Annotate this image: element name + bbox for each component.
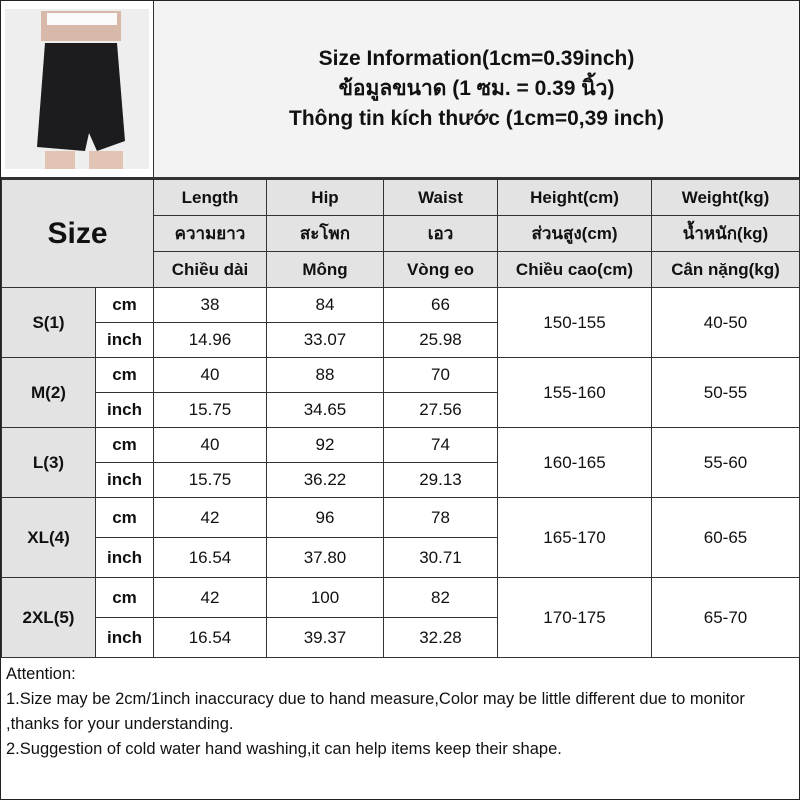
measurement-cell: 100 xyxy=(266,577,384,618)
measurement-cell: 36.22 xyxy=(266,462,384,498)
col-header-en: Weight(kg) xyxy=(651,179,800,216)
measurement-cell: 92 xyxy=(266,427,384,463)
height-range: 150-155 xyxy=(497,287,652,358)
measurement-cell: 40 xyxy=(153,357,267,393)
col-header-th: ส่วนสูง(cm) xyxy=(497,215,652,252)
unit-label: inch xyxy=(95,617,154,658)
unit-label: cm xyxy=(95,287,154,323)
weight-range: 50-55 xyxy=(651,357,800,428)
height-range: 170-175 xyxy=(497,577,652,658)
unit-label: inch xyxy=(95,462,154,498)
product-photo xyxy=(1,1,154,177)
measurement-cell: 29.13 xyxy=(383,462,498,498)
col-header-en: Waist xyxy=(383,179,498,216)
measurement-cell: 25.98 xyxy=(383,322,498,358)
measurement-cell: 16.54 xyxy=(153,617,267,658)
table-row: 2XL(5) cm 42 100 82 170-175 65-70 xyxy=(1,577,800,658)
table-row: XL(4) cm 42 96 78 165-170 60-65 xyxy=(1,497,800,578)
measurement-cell: 78 xyxy=(383,497,498,538)
measurement-cell: 66 xyxy=(383,287,498,323)
measurement-cell: 70 xyxy=(383,357,498,393)
col-header-th: สะโพก xyxy=(266,215,384,252)
weight-range: 65-70 xyxy=(651,577,800,658)
unit-label: cm xyxy=(95,497,154,538)
weight-range: 60-65 xyxy=(651,497,800,578)
measurement-cell: 40 xyxy=(153,427,267,463)
col-header-vi: Chiều dài xyxy=(153,251,267,288)
measurement-cell: 15.75 xyxy=(153,462,267,498)
unit-label: cm xyxy=(95,427,154,463)
col-header-vi: Cân nặng(kg) xyxy=(651,251,800,288)
measurement-cell: 15.75 xyxy=(153,392,267,428)
col-header-vi: Vòng eo xyxy=(383,251,498,288)
weight-range: 40-50 xyxy=(651,287,800,358)
measurement-cell: 84 xyxy=(266,287,384,323)
size-label: XL(4) xyxy=(1,497,96,578)
attention-note-1: 1.Size may be 2cm/1inch inaccuracy due t… xyxy=(6,690,745,733)
table-row: S(1) cm 38 84 66 150-155 40-50 xyxy=(1,287,800,358)
unit-label: inch xyxy=(95,322,154,358)
size-label: 2XL(5) xyxy=(1,577,96,658)
title-vietnamese: Thông tin kích thước (1cm=0,39 inch) xyxy=(289,107,664,130)
size-label: S(1) xyxy=(1,287,96,358)
measurement-cell: 37.80 xyxy=(266,537,384,578)
attention-notes: Attention: 1.Size may be 2cm/1inch inacc… xyxy=(1,658,799,776)
measurement-cell: 27.56 xyxy=(383,392,498,428)
attention-note-2: 2.Suggestion of cold water hand washing,… xyxy=(6,740,562,758)
title-block: Size Information(1cm=0.39inch) ข้อมูลขนา… xyxy=(154,1,799,177)
table-row: inch 16.54 39.37 32.28 xyxy=(2,617,800,658)
measurement-cell: 33.07 xyxy=(266,322,384,358)
unit-label: cm xyxy=(95,577,154,618)
measurement-cell: 42 xyxy=(153,497,267,538)
col-header-th: เอว xyxy=(383,215,498,252)
measurement-cell: 34.65 xyxy=(266,392,384,428)
size-header: Size xyxy=(1,179,154,288)
measurement-cell: 96 xyxy=(266,497,384,538)
title-thai: ข้อมูลขนาด (1 ซม. = 0.39 นิ้ว) xyxy=(338,77,615,100)
size-label: L(3) xyxy=(1,427,96,498)
table-row: inch 15.75 36.22 29.13 xyxy=(2,462,800,498)
col-header-vi: Mông xyxy=(266,251,384,288)
measurement-cell: 38 xyxy=(153,287,267,323)
size-label: M(2) xyxy=(1,357,96,428)
measurement-cell: 32.28 xyxy=(383,617,498,658)
skirt-image xyxy=(5,9,149,169)
height-range: 155-160 xyxy=(497,357,652,428)
unit-label: cm xyxy=(95,357,154,393)
col-header-en: Length xyxy=(153,179,267,216)
measurement-cell: 42 xyxy=(153,577,267,618)
measurement-cell: 14.96 xyxy=(153,322,267,358)
col-header-th: น้ำหนัก(kg) xyxy=(651,215,800,252)
measurement-cell: 39.37 xyxy=(266,617,384,658)
table-row: inch 15.75 34.65 27.56 xyxy=(2,392,800,428)
height-range: 160-165 xyxy=(497,427,652,498)
col-header-en: Hip xyxy=(266,179,384,216)
unit-label: inch xyxy=(95,537,154,578)
title-english: Size Information(1cm=0.39inch) xyxy=(318,47,635,70)
measurement-cell: 16.54 xyxy=(153,537,267,578)
col-header-th: ความยาว xyxy=(153,215,267,252)
header-section: Size Information(1cm=0.39inch) ข้อมูลขนา… xyxy=(1,1,799,179)
measurement-cell: 88 xyxy=(266,357,384,393)
table-row: M(2) cm 40 88 70 155-160 50-55 xyxy=(1,357,800,428)
size-table: Size Length Hip Waist Height(cm) Weight(… xyxy=(1,179,800,658)
table-row: inch 16.54 37.80 30.71 xyxy=(2,537,800,578)
unit-label: inch xyxy=(95,392,154,428)
measurement-cell: 74 xyxy=(383,427,498,463)
attention-heading: Attention: xyxy=(6,665,76,683)
weight-range: 55-60 xyxy=(651,427,800,498)
col-header-en: Height(cm) xyxy=(497,179,652,216)
table-row: L(3) cm 40 92 74 160-165 55-60 xyxy=(1,427,800,498)
measurement-cell: 30.71 xyxy=(383,537,498,578)
table-row: inch 14.96 33.07 25.98 xyxy=(2,322,800,358)
measurement-cell: 82 xyxy=(383,577,498,618)
col-header-vi: Chiều cao(cm) xyxy=(497,251,652,288)
height-range: 165-170 xyxy=(497,497,652,578)
